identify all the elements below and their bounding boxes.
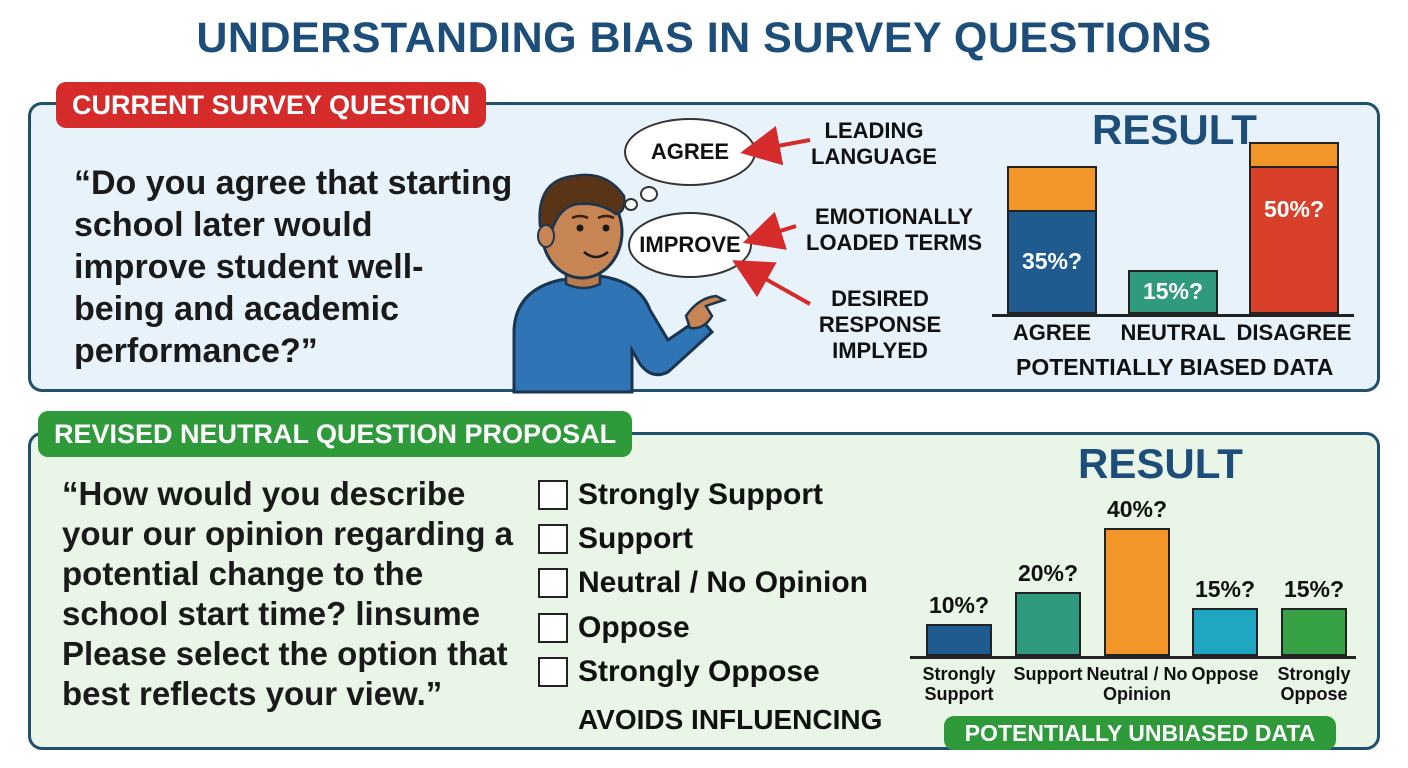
category-label: DISAGREE — [1236, 320, 1352, 345]
bar-value-label: 15%? — [1194, 576, 1256, 602]
category-label: Strongly Oppose — [1277, 664, 1351, 704]
option-neutral[interactable]: Neutral / No Opinion — [538, 564, 868, 602]
thought-cloud-agree: AGREE — [624, 118, 756, 186]
option-oppose[interactable]: Oppose — [538, 609, 690, 647]
checkbox[interactable] — [538, 613, 568, 643]
bar-neutral — [1128, 269, 1218, 314]
bar-value-label: 35%? — [1021, 248, 1083, 275]
thought-cloud-agree-label: AGREE — [650, 139, 730, 164]
annotation-leading-language: LEADING LANGUAGE — [811, 118, 937, 169]
category-label: Neutral / No Opinion — [1086, 664, 1188, 704]
page-title: UNDERSTANDING BIAS IN SURVEY QUESTIONS — [196, 14, 1212, 62]
bar-value-label: 40%? — [1106, 496, 1168, 522]
revised-question-label: REVISED NEUTRAL QUESTION PROPOSAL — [38, 411, 633, 457]
bar-value-label: 20%? — [1017, 560, 1079, 586]
option-label: Strongly Support — [578, 478, 823, 511]
bar-agree — [1007, 210, 1097, 314]
annotation-desired-response: DESIRED RESPONSE IMPLYED — [818, 286, 942, 363]
thought-bubble-small — [640, 186, 658, 202]
chart-axis — [992, 314, 1354, 317]
option-strongly-support[interactable]: Strongly Support — [538, 476, 823, 514]
thought-bubble-tiny — [624, 198, 638, 211]
bar-0 — [926, 624, 992, 656]
revised-question-text: “How would you describe your our opinion… — [62, 475, 514, 712]
checkbox[interactable] — [538, 524, 568, 554]
bar-disagree — [1249, 166, 1339, 314]
current-question-text: “Do you agree that starting school later… — [74, 164, 513, 370]
bar-4 — [1281, 608, 1347, 656]
option-label: Support — [578, 522, 693, 555]
biased-data-caption: POTENTIALLY BIASED DATA — [1016, 354, 1334, 380]
category-label: Support — [1013, 664, 1083, 684]
bar-extra-agree — [1007, 166, 1097, 213]
bar-value-label: 50%? — [1263, 196, 1325, 222]
option-label: Neutral / No Opinion — [578, 566, 868, 599]
checkbox[interactable] — [538, 480, 568, 510]
bar-value-label: 15%? — [1142, 277, 1204, 304]
thought-cloud-improve: IMPROVE — [628, 212, 752, 278]
category-label: AGREE — [1012, 320, 1092, 345]
category-label: Strongly Support — [922, 664, 996, 704]
bar-2 — [1104, 528, 1170, 656]
option-label: Oppose — [578, 611, 690, 644]
annotation-emotionally-loaded: EMOTIONALLY LOADED TERMS — [806, 204, 982, 255]
current-result-title: RESULT — [1092, 106, 1257, 153]
option-strongly-oppose[interactable]: Strongly Oppose — [538, 653, 820, 691]
bar-1 — [1015, 592, 1081, 656]
category-label: NEUTRAL — [1120, 320, 1226, 345]
category-label: Oppose — [1191, 664, 1259, 684]
option-support[interactable]: Support — [538, 520, 693, 558]
current-question-label: CURRENT SURVEY QUESTION — [56, 82, 487, 128]
checkbox[interactable] — [538, 657, 568, 687]
avoids-influencing-label: AVOIDS INFLUENCING — [578, 704, 883, 735]
unbiased-data-caption: POTENTIALLY UNBIASED DATA — [944, 716, 1336, 750]
chart-axis — [910, 656, 1356, 659]
option-label: Strongly Oppose — [578, 655, 820, 688]
checkbox[interactable] — [538, 568, 568, 598]
bar-extra-disagree — [1249, 142, 1339, 168]
bar-3 — [1192, 608, 1258, 656]
revised-result-title: RESULT — [1078, 440, 1243, 487]
bar-value-label: 15%? — [1283, 576, 1345, 602]
bar-value-label: 10%? — [928, 592, 990, 618]
thought-cloud-improve-label: IMPROVE — [639, 232, 741, 257]
